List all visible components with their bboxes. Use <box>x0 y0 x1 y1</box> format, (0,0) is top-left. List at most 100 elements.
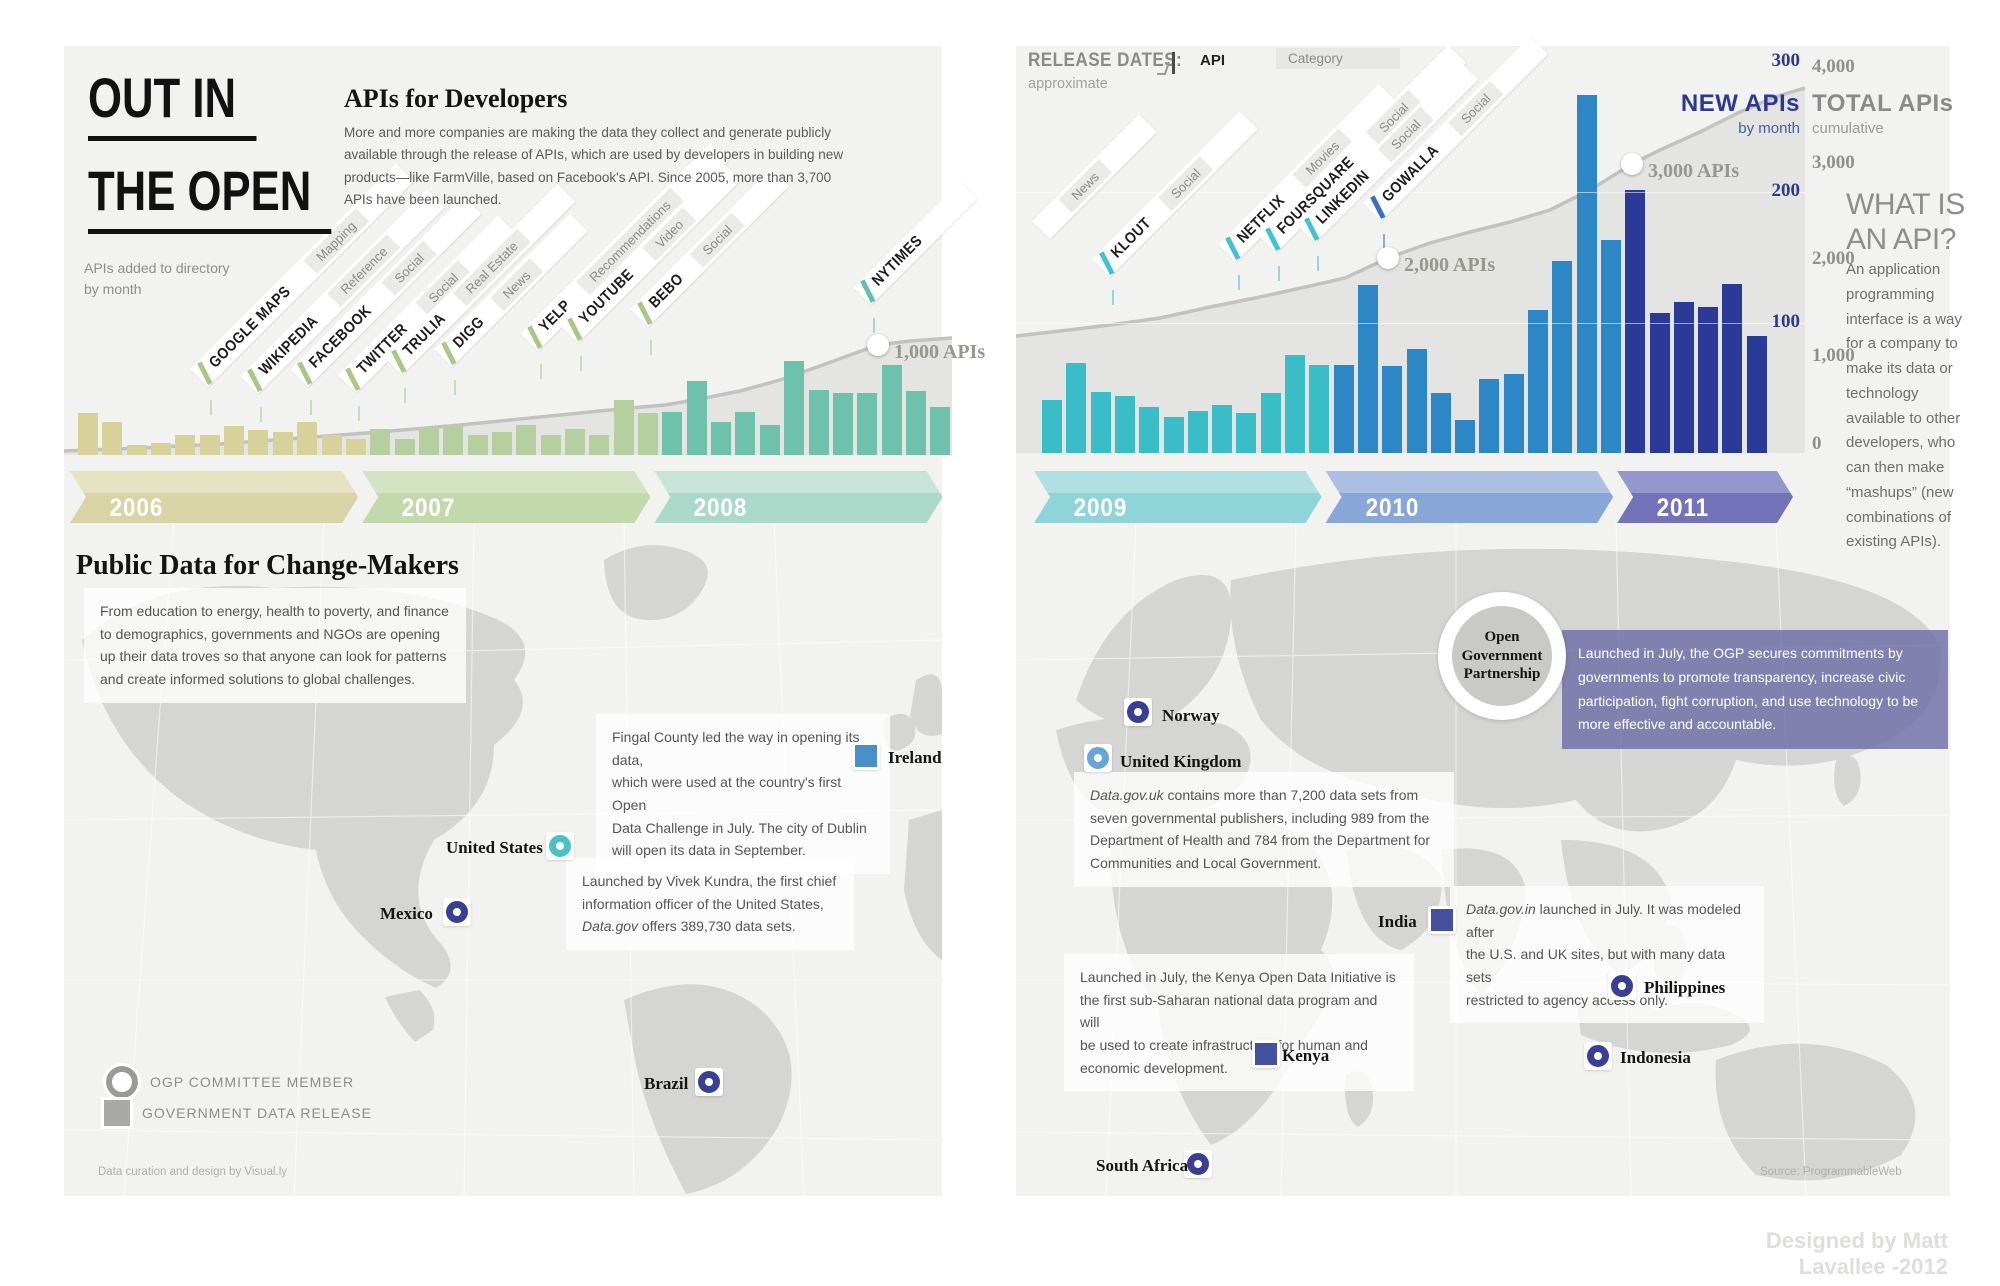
bar-2006-35 <box>930 407 951 455</box>
bar-2006-20 <box>565 429 585 455</box>
callout-ireland: Fingal County led the way in opening its… <box>596 714 890 875</box>
callout-united-states: Launched by Vivek Kundra, the first chie… <box>566 858 854 951</box>
public-data-paragraph: From education to energy, health to pove… <box>84 588 466 703</box>
release-dates-title: RELEASE DATES: <box>1028 50 1183 71</box>
page-title: OUT IN THE OPEN <box>88 70 332 256</box>
callout-line: the first sub-Saharan national data prog… <box>1080 991 1378 1031</box>
bar-2006-34 <box>905 391 926 455</box>
section-heading-public-data: Public Data for Change-Makers <box>76 550 459 581</box>
bar-2006-17 <box>491 432 512 455</box>
year-label: 2006 <box>109 493 164 522</box>
bar-2006-26 <box>711 422 732 455</box>
section-heading-apis: APIs for Developers <box>344 84 568 113</box>
axis-new-apis-100: 100 <box>1771 311 1801 332</box>
year-banner-2008: 2008 <box>654 471 942 523</box>
year-banner-bottom: 2006 <box>70 493 358 523</box>
milestone-dot-icon <box>867 334 889 356</box>
year-label: 2010 <box>1365 493 1419 522</box>
bar-2006-32 <box>857 393 878 455</box>
new-apis-sub: by month <box>1738 120 1800 137</box>
map-marker-brazil <box>695 1068 723 1096</box>
bar-2006-33 <box>881 365 902 455</box>
api-connector <box>210 400 212 415</box>
axis-total-apis-4,000: 4,000 <box>1812 56 1855 77</box>
ogp-banner: Launched in July, the OGP secures commit… <box>1562 630 1948 750</box>
chart-note: APIs added to directory by month <box>84 260 230 297</box>
gov-data-icon <box>101 1097 133 1129</box>
ogp-member-ring-icon <box>698 1071 720 1093</box>
year-banner-2007: 2007 <box>362 471 650 523</box>
new-apis-title: NEW APIs <box>1680 90 1800 117</box>
api-connector <box>358 406 360 421</box>
bar-2006-21 <box>589 435 610 455</box>
year-banner-2006: 2006 <box>70 471 358 523</box>
ogp-member-ring-icon <box>446 901 468 923</box>
callout-line: Fingal County led the way in opening its… <box>612 729 860 768</box>
bar-2006-11 <box>345 439 366 455</box>
bar-2006-19 <box>540 435 561 455</box>
milestone-label: 3,000 APIs <box>1648 160 1740 182</box>
axis-new-apis-200: 200 <box>1771 180 1801 201</box>
bar-2009-16 <box>1430 393 1451 453</box>
map-marker-indonesia <box>1584 1042 1612 1070</box>
api-connector <box>310 400 312 415</box>
bar-2006-23 <box>638 413 659 455</box>
intro-paragraph: More and more companies are making the d… <box>344 125 844 207</box>
ogp-member-ring-icon <box>1187 1153 1209 1175</box>
bar-2009-18 <box>1479 379 1500 453</box>
bar-2009-27 <box>1698 307 1719 453</box>
bar-2006-10 <box>321 435 342 455</box>
release-legend-api: API <box>1200 52 1226 69</box>
year-label: 2011 <box>1656 493 1710 522</box>
bar-2009-12 <box>1333 365 1354 453</box>
total-apis-title: TOTAL APIs <box>1812 90 1954 117</box>
year-label: 2008 <box>693 493 748 522</box>
release-tick-icon <box>1157 52 1175 75</box>
api-connector <box>1317 256 1319 271</box>
bar-2009-25 <box>1649 313 1670 453</box>
legend-gov-label: GOVERNMENT DATA RELEASE <box>142 1105 372 1121</box>
bar-2009-26 <box>1673 302 1694 453</box>
api-connector <box>454 380 456 395</box>
year-banner-top <box>362 471 650 493</box>
ogp-circle: Open Government Partnership <box>1438 592 1566 720</box>
total-apis-sub: cumulative <box>1812 120 1884 137</box>
grid-line <box>1016 323 1806 324</box>
bar-2009-0 <box>1042 400 1062 453</box>
bar-2006-3 <box>151 443 172 455</box>
country-label-united-kingdom: United Kingdom <box>1120 752 1242 771</box>
country-label-kenya: Kenya <box>1282 1046 1330 1065</box>
bar-2009-6 <box>1187 411 1208 453</box>
bar-2009-8 <box>1236 413 1257 453</box>
year-banner-top <box>1326 471 1614 493</box>
bar-2009-20 <box>1528 310 1548 453</box>
bar-2006-6 <box>224 426 245 455</box>
bar-2009-5 <box>1163 417 1184 453</box>
bar-2009-24 <box>1625 190 1646 453</box>
bar-2006-0 <box>78 413 98 455</box>
year-banner-bottom: 2008 <box>654 493 942 523</box>
year-label: 2007 <box>401 493 456 522</box>
bar-2006-1 <box>102 422 123 455</box>
api-connector <box>1052 252 1054 267</box>
bar-2009-21 <box>1552 261 1573 453</box>
ogp-member-ring-icon <box>1087 747 1109 769</box>
bar-2009-9 <box>1260 393 1281 453</box>
callout-line: Launched by Vivek Kundra, the first chie… <box>582 873 837 889</box>
map-marker-ireland <box>852 742 880 770</box>
bar-2009-22 <box>1576 95 1597 453</box>
country-label-united-states: United States <box>446 838 543 857</box>
callout-line: Launched in July, the Kenya Open Data In… <box>1080 969 1396 985</box>
bar-2006-5 <box>199 435 220 455</box>
bar-2006-4 <box>175 435 196 455</box>
axis-total-apis-1,000: 1,000 <box>1812 345 1855 366</box>
release-legend-symbol <box>1155 48 1195 78</box>
bar-2006-27 <box>735 412 756 455</box>
map-marker-mexico <box>443 898 471 926</box>
callout-line: Data.gov offers 389,730 data sets. <box>582 918 796 935</box>
grid-line <box>1016 192 1806 193</box>
api-connector <box>404 388 406 403</box>
bar-2006-9 <box>297 422 318 455</box>
country-label-philippines: Philippines <box>1644 978 1726 997</box>
what-is-api-title: WHAT IS AN API? <box>1846 188 1965 256</box>
